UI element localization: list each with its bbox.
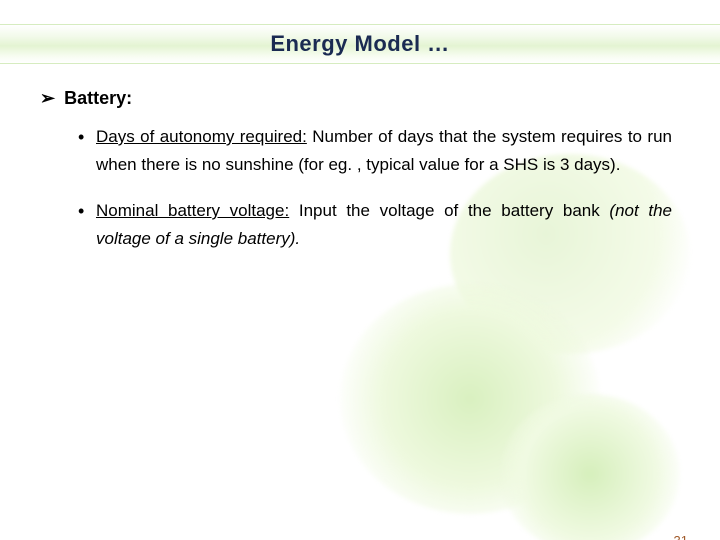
list-item: Days of autonomy required: Number of day…: [78, 123, 672, 179]
content-area: ➢ Battery: Days of autonomy required: Nu…: [0, 64, 720, 253]
slide-title: Energy Model …: [270, 31, 449, 57]
bullet-list: Days of autonomy required: Number of day…: [40, 123, 672, 253]
title-bar: Energy Model …: [0, 24, 720, 64]
bullet-lead: Nominal battery voltage:: [96, 201, 289, 220]
bullet-lead: Days of autonomy required:: [96, 127, 307, 146]
section-heading-text: Battery:: [64, 88, 132, 108]
section-heading: ➢ Battery:: [40, 88, 672, 109]
arrow-bullet-icon: ➢: [40, 88, 55, 109]
page-number: 31: [674, 533, 688, 540]
background-blob: [500, 394, 680, 540]
list-item: Nominal battery voltage: Input the volta…: [78, 197, 672, 253]
background-blob: [340, 284, 600, 514]
bullet-rest: Input the voltage of the battery bank: [289, 201, 609, 220]
